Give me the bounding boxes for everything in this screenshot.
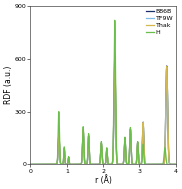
Line: Thak: Thak [30,58,176,164]
Thak [135,163,137,165]
TF9W [170,163,173,166]
Y-axis label: RDF (a.u.): RDF (a.u.) [4,66,13,105]
Thak [90,163,93,166]
B86B [92,163,94,166]
TF9W [29,163,31,166]
Thak [29,163,31,166]
B86B [90,163,93,166]
B86B [135,163,137,165]
H [135,163,137,165]
H [98,163,101,165]
H [90,163,93,166]
Thak [114,57,116,59]
B86B [170,163,173,166]
TF9W [90,163,93,166]
Line: TF9W: TF9W [30,58,176,164]
H [29,163,31,166]
B86B [114,56,116,58]
TF9W [163,162,165,164]
H [92,163,94,166]
H [163,153,165,155]
Legend: B86B, TF9W, Thak, H: B86B, TF9W, Thak, H [145,7,175,36]
TF9W [92,163,94,166]
Thak [98,163,101,165]
Thak [92,163,94,166]
Thak [170,163,173,166]
TF9W [114,57,116,59]
X-axis label: r (Å): r (Å) [95,175,112,185]
H [114,19,116,21]
B86B [98,163,101,165]
B86B [29,163,31,166]
TF9W [175,163,177,166]
B86B [175,163,177,166]
Thak [163,162,165,164]
H [175,163,177,166]
B86B [163,162,165,164]
TF9W [98,163,101,165]
TF9W [135,163,137,165]
H [170,163,173,166]
Thak [175,163,177,166]
Line: H: H [30,20,176,164]
Line: B86B: B86B [30,57,176,164]
